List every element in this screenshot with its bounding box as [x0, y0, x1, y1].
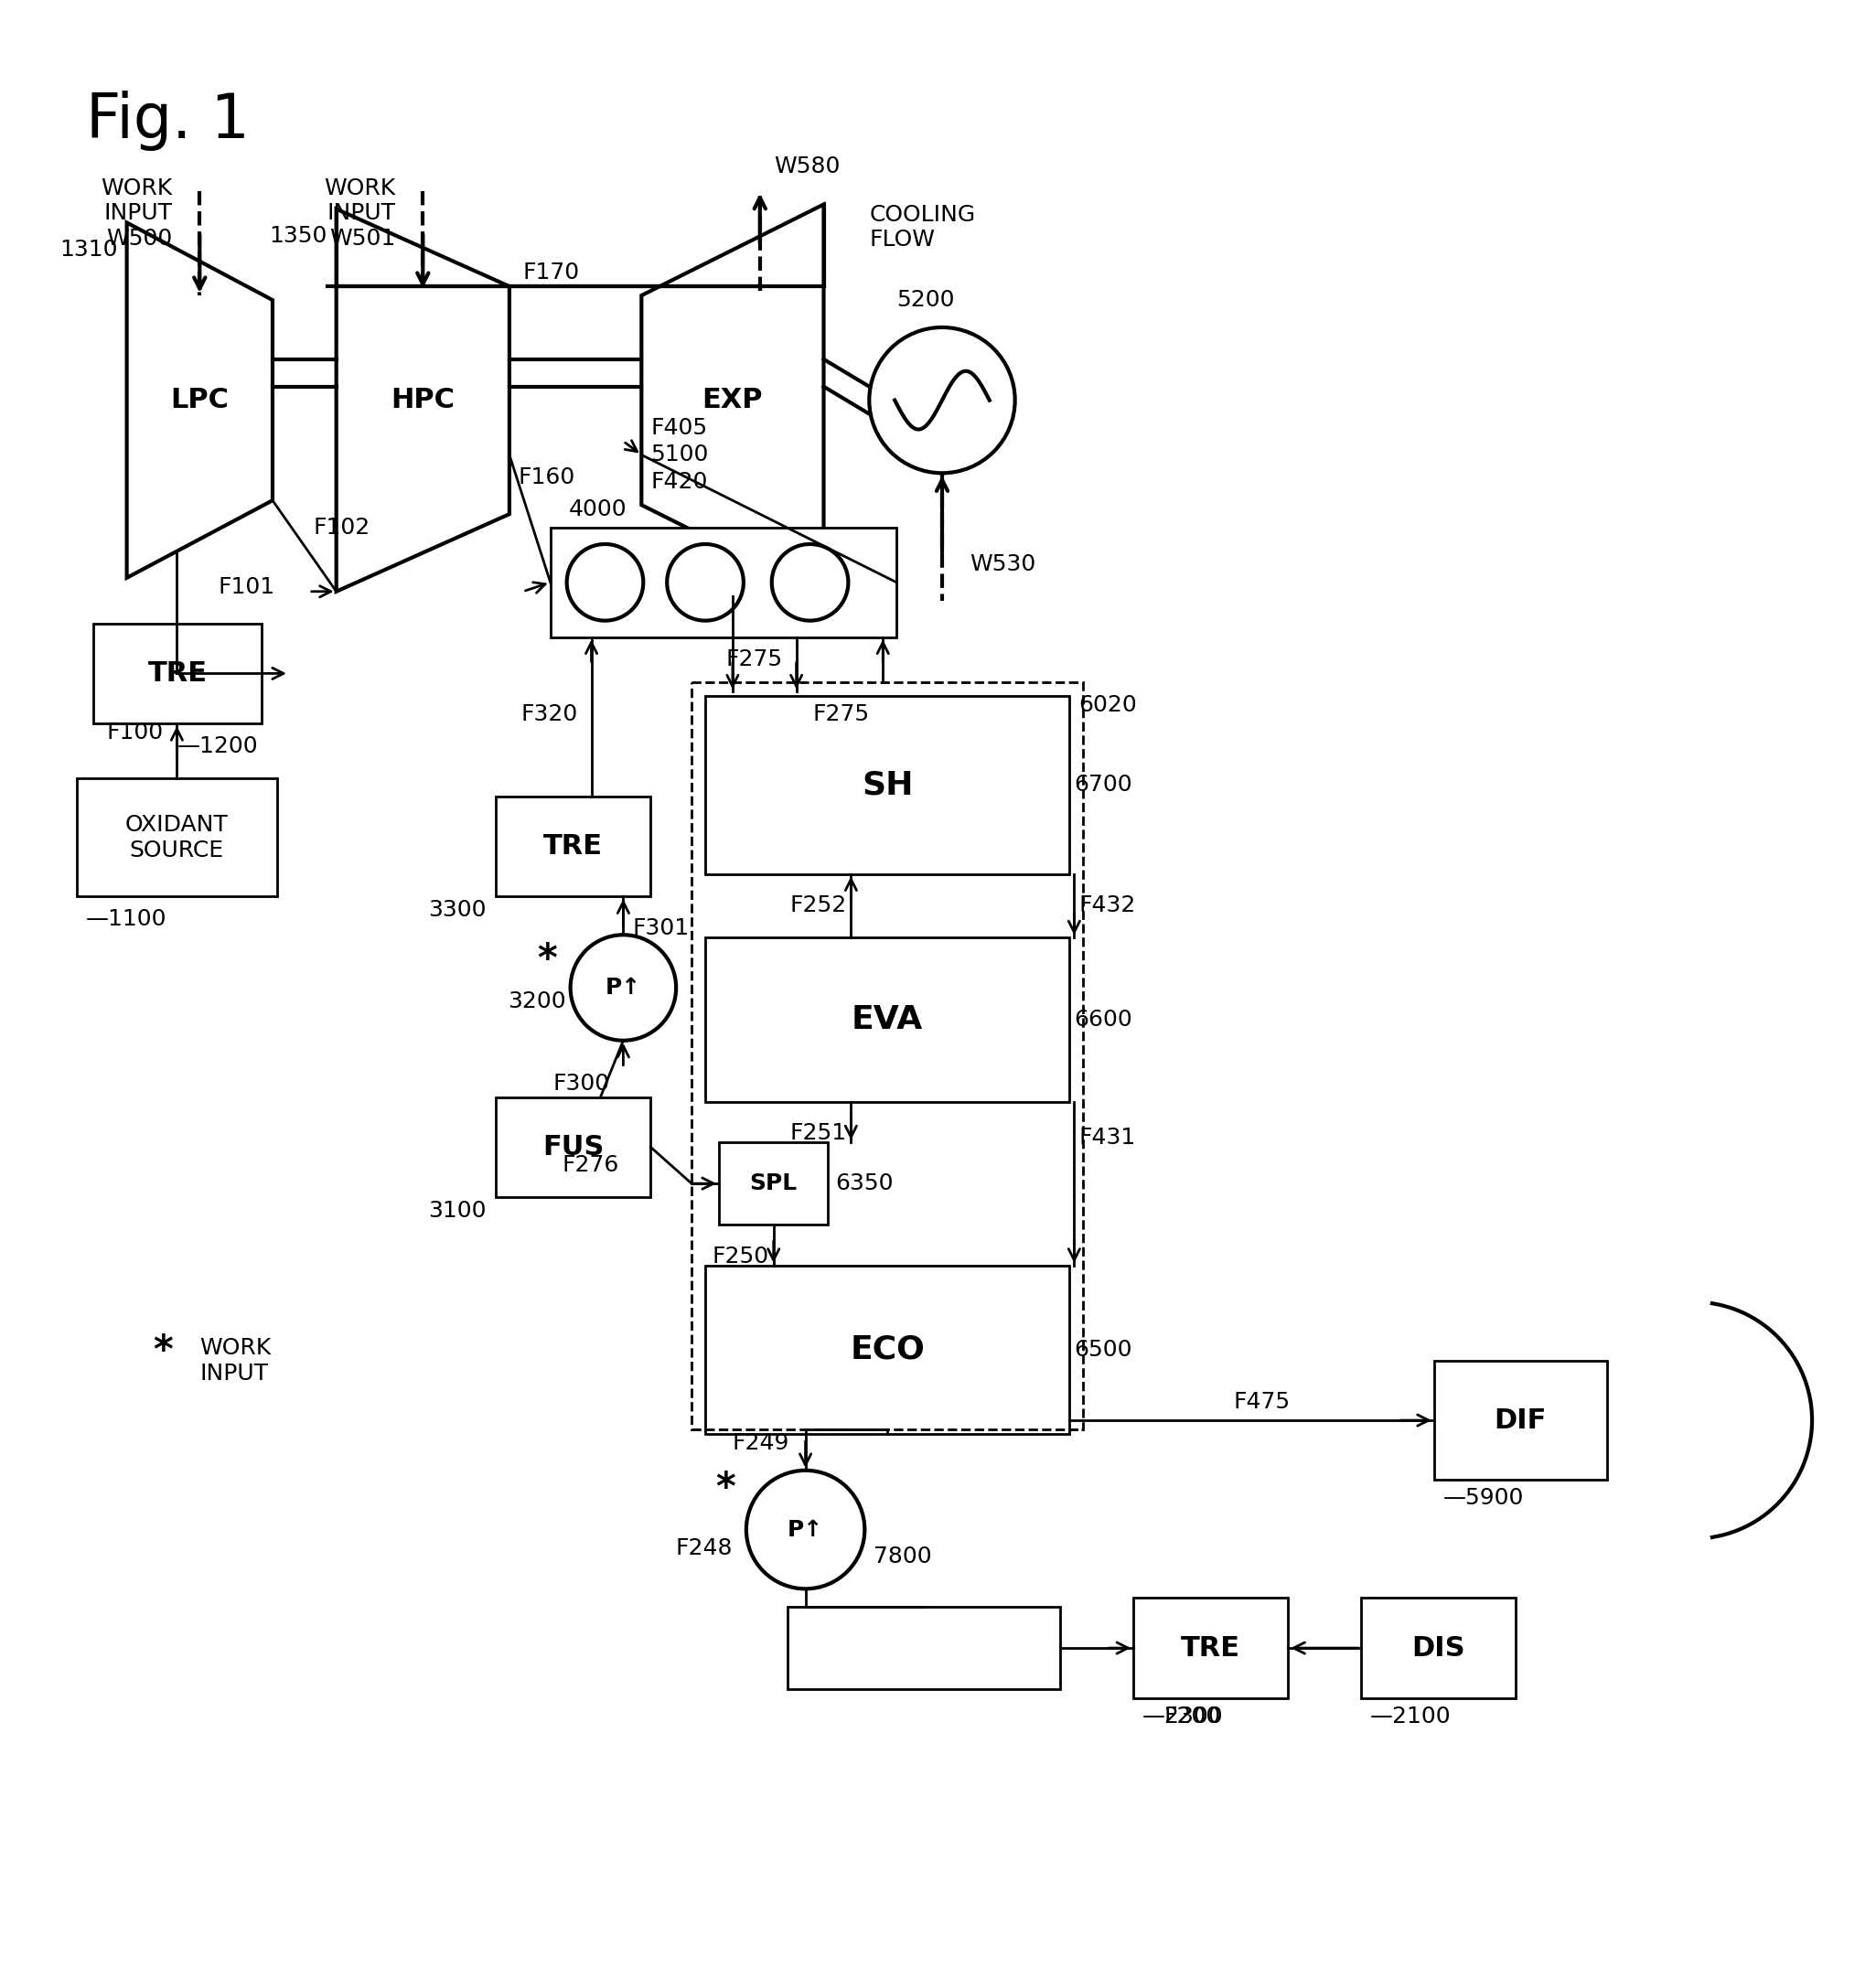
Text: —1100: —1100 [86, 908, 167, 930]
Text: —2300: —2300 [1142, 1706, 1223, 1728]
Text: F248: F248 [675, 1538, 734, 1559]
Bar [705, 938, 1069, 1102]
Text: P↑: P↑ [606, 978, 642, 999]
Polygon shape [128, 222, 272, 578]
Text: *: * [154, 1332, 173, 1371]
Text: F101: F101 [218, 576, 274, 598]
Text: 5100: 5100 [651, 443, 709, 465]
Text: F420: F420 [651, 471, 707, 493]
Text: HPC: HPC [390, 388, 454, 414]
Text: *: * [715, 1470, 735, 1508]
Bar [788, 1607, 1060, 1688]
Bar [1133, 1597, 1289, 1698]
Circle shape [567, 544, 643, 621]
Text: SPL: SPL [750, 1172, 797, 1195]
Text: TRE: TRE [1182, 1635, 1240, 1660]
Text: F170: F170 [523, 261, 580, 283]
Circle shape [869, 327, 1015, 473]
Text: F275: F275 [812, 703, 869, 726]
Text: F301: F301 [632, 918, 688, 940]
Text: —5900: —5900 [1443, 1486, 1523, 1508]
Circle shape [668, 544, 743, 621]
Text: F249: F249 [734, 1433, 790, 1455]
Text: DIS: DIS [1413, 1635, 1465, 1660]
Text: F405: F405 [651, 416, 707, 439]
Text: F475: F475 [1234, 1391, 1291, 1413]
Text: F250: F250 [713, 1245, 769, 1267]
Text: 6020: 6020 [1079, 695, 1137, 716]
Text: —2100: —2100 [1369, 1706, 1452, 1728]
Text: F275: F275 [726, 649, 782, 671]
Text: 4000: 4000 [568, 499, 627, 520]
Text: LPC: LPC [171, 388, 229, 414]
Bar [692, 683, 1082, 1429]
Text: COOLING
FLOW: COOLING FLOW [869, 204, 976, 251]
Bar [94, 623, 261, 724]
Text: 3200: 3200 [508, 990, 567, 1013]
Bar [705, 1265, 1069, 1435]
Text: WORK
INPUT: WORK INPUT [199, 1338, 272, 1385]
Text: TRE: TRE [148, 661, 206, 687]
Text: *: * [537, 942, 557, 980]
Text: 6600: 6600 [1075, 1009, 1133, 1031]
Text: 3100: 3100 [428, 1199, 486, 1221]
Text: 5200: 5200 [897, 289, 955, 311]
Text: F200: F200 [1165, 1706, 1221, 1728]
Bar [1362, 1597, 1516, 1698]
Text: 1350: 1350 [270, 226, 326, 247]
Text: F252: F252 [790, 895, 846, 916]
Text: —1200: —1200 [178, 736, 259, 758]
Text: W530: W530 [970, 554, 1036, 576]
Circle shape [570, 934, 675, 1041]
Text: F300: F300 [553, 1073, 610, 1094]
Text: 6500: 6500 [1075, 1338, 1133, 1362]
Text: F276: F276 [561, 1154, 619, 1176]
Polygon shape [642, 204, 824, 596]
Bar [705, 697, 1069, 875]
Text: DIF: DIF [1495, 1407, 1548, 1433]
Text: F432: F432 [1079, 895, 1135, 916]
Bar [77, 778, 278, 896]
Text: 6700: 6700 [1075, 774, 1133, 796]
Text: SH: SH [861, 770, 914, 801]
Text: 1310: 1310 [60, 239, 118, 261]
Text: WORK
INPUT
W501: WORK INPUT W501 [325, 176, 396, 249]
Text: TRE: TRE [544, 833, 602, 859]
Bar [1433, 1362, 1608, 1480]
Text: ECO: ECO [850, 1334, 925, 1366]
Text: F431: F431 [1079, 1126, 1135, 1150]
Text: F102: F102 [313, 517, 370, 538]
Text: WORK
INPUT
W500: WORK INPUT W500 [101, 176, 173, 249]
Text: 7800: 7800 [874, 1546, 932, 1567]
Text: OXIDANT
SOURCE: OXIDANT SOURCE [126, 813, 229, 861]
Bar [495, 1096, 651, 1197]
Text: F100: F100 [107, 722, 163, 744]
Text: 3300: 3300 [428, 898, 486, 922]
Bar [495, 796, 651, 896]
Circle shape [747, 1470, 865, 1589]
Text: F251: F251 [790, 1122, 846, 1144]
Text: EVA: EVA [852, 1003, 923, 1035]
Text: W580: W580 [773, 154, 840, 176]
Text: P↑: P↑ [788, 1518, 824, 1540]
Polygon shape [336, 210, 510, 592]
Text: Fig. 1: Fig. 1 [86, 91, 250, 150]
Circle shape [771, 544, 848, 621]
Text: EXP: EXP [702, 388, 764, 414]
Text: F320: F320 [522, 703, 578, 726]
Bar [719, 1142, 827, 1225]
Text: FUS: FUS [542, 1134, 604, 1160]
Text: F160: F160 [518, 467, 576, 489]
Text: 6350: 6350 [835, 1172, 893, 1195]
Bar [550, 528, 897, 637]
